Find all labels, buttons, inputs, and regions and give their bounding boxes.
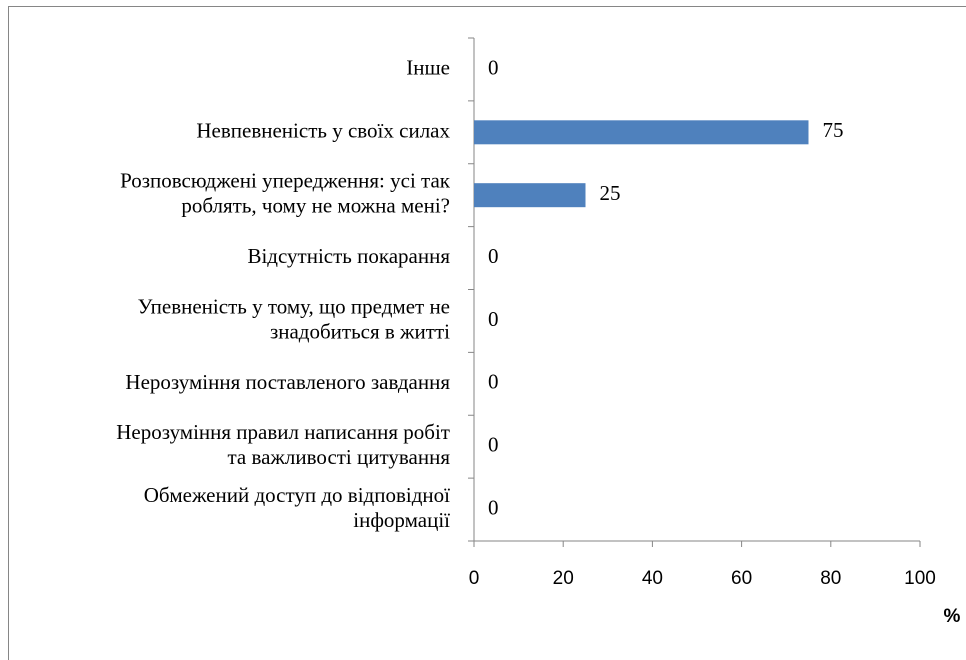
x-tick-label: 60 xyxy=(731,568,752,589)
x-tick-label: 80 xyxy=(820,568,841,589)
data-label: 0 xyxy=(488,244,499,268)
x-tick-label: 0 xyxy=(469,568,480,589)
x-axis-label: % xyxy=(944,606,961,627)
data-label: 0 xyxy=(488,370,499,394)
y-tick-label: Упевненість у тому, що предмет не знадоби… xyxy=(138,294,451,343)
y-tick-label: Розповсюджені упередження: усі так роблят… xyxy=(120,169,451,218)
data-label: 25 xyxy=(600,181,621,205)
y-tick-label: Інше xyxy=(406,55,450,79)
y-tick-label: Нерозуміння правил написання робіт та важ… xyxy=(116,420,450,469)
y-tick-label: Нерозуміння поставленого завдання xyxy=(125,370,450,394)
y-tick-label: Обмежений доступ до відповідної інформаці… xyxy=(144,483,450,532)
x-tick-label: 20 xyxy=(553,568,574,589)
data-label: 0 xyxy=(488,433,499,457)
bar xyxy=(474,120,809,145)
y-tick-label: Відсутність покарання xyxy=(247,244,450,268)
data-label: 0 xyxy=(488,495,499,519)
x-tick-label: 40 xyxy=(642,568,663,589)
data-label: 75 xyxy=(823,118,844,142)
chart-frame xyxy=(8,6,966,660)
x-tick-label: 100 xyxy=(904,568,936,589)
data-label: 0 xyxy=(488,307,499,331)
bar xyxy=(474,183,586,208)
data-label: 0 xyxy=(488,55,499,79)
y-tick-label: Невпевненість у своїх силах xyxy=(196,118,450,142)
